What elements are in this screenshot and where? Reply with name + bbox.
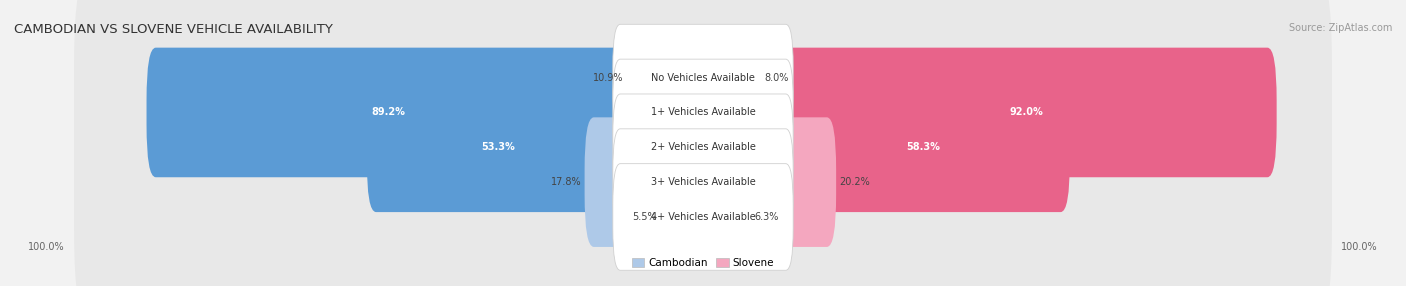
FancyBboxPatch shape xyxy=(75,43,1331,251)
Text: Source: ZipAtlas.com: Source: ZipAtlas.com xyxy=(1288,23,1392,33)
Text: 58.3%: 58.3% xyxy=(907,142,941,152)
Text: 4+ Vehicles Available: 4+ Vehicles Available xyxy=(651,212,755,222)
FancyBboxPatch shape xyxy=(367,82,630,212)
Text: CAMBODIAN VS SLOVENE VEHICLE AVAILABILITY: CAMBODIAN VS SLOVENE VEHICLE AVAILABILIT… xyxy=(14,23,333,36)
FancyBboxPatch shape xyxy=(613,129,793,235)
FancyBboxPatch shape xyxy=(146,48,630,177)
Legend: Cambodian, Slovene: Cambodian, Slovene xyxy=(627,254,779,272)
FancyBboxPatch shape xyxy=(585,117,630,247)
FancyBboxPatch shape xyxy=(776,117,837,247)
Text: 17.8%: 17.8% xyxy=(551,177,582,187)
Text: 92.0%: 92.0% xyxy=(1010,108,1043,118)
Text: 2+ Vehicles Available: 2+ Vehicles Available xyxy=(651,142,755,152)
FancyBboxPatch shape xyxy=(613,94,793,200)
FancyBboxPatch shape xyxy=(776,48,1277,177)
Text: 53.3%: 53.3% xyxy=(481,142,515,152)
Text: 100.0%: 100.0% xyxy=(1341,242,1378,252)
FancyBboxPatch shape xyxy=(75,78,1331,286)
Text: 1+ Vehicles Available: 1+ Vehicles Available xyxy=(651,108,755,118)
Text: 100.0%: 100.0% xyxy=(28,242,65,252)
FancyBboxPatch shape xyxy=(75,9,1331,216)
Text: 3+ Vehicles Available: 3+ Vehicles Available xyxy=(651,177,755,187)
Text: 10.9%: 10.9% xyxy=(593,73,624,83)
Text: 89.2%: 89.2% xyxy=(371,108,405,118)
Text: 5.5%: 5.5% xyxy=(633,212,657,222)
Text: No Vehicles Available: No Vehicles Available xyxy=(651,73,755,83)
Text: 20.2%: 20.2% xyxy=(839,177,870,187)
Text: 8.0%: 8.0% xyxy=(765,73,789,83)
Text: 6.3%: 6.3% xyxy=(754,212,779,222)
FancyBboxPatch shape xyxy=(75,113,1331,286)
FancyBboxPatch shape xyxy=(613,59,793,166)
FancyBboxPatch shape xyxy=(776,82,1070,212)
FancyBboxPatch shape xyxy=(613,164,793,270)
FancyBboxPatch shape xyxy=(613,24,793,131)
FancyBboxPatch shape xyxy=(75,0,1331,181)
